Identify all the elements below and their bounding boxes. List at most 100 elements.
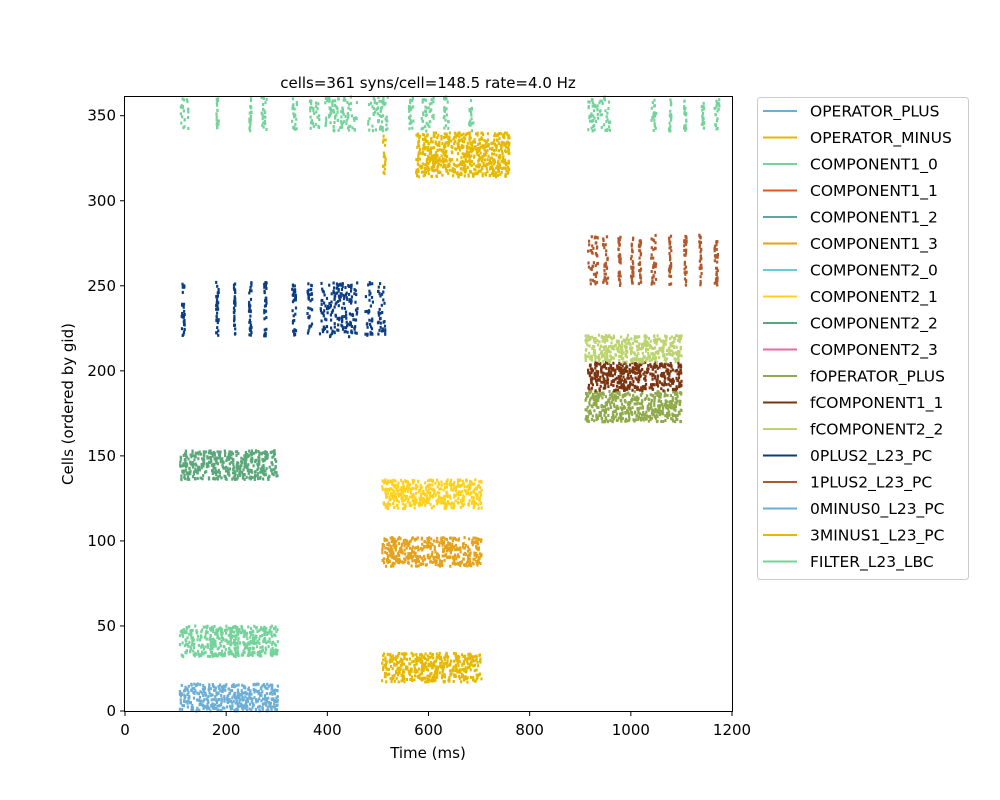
series-14-window-3 <box>630 236 635 285</box>
spike <box>659 392 662 396</box>
spike <box>417 143 420 146</box>
spike <box>637 368 640 372</box>
spike <box>382 96 385 100</box>
spike <box>182 462 185 466</box>
spike <box>206 463 210 467</box>
spike <box>649 364 653 368</box>
spike <box>183 695 186 699</box>
spike <box>664 365 667 369</box>
spike <box>675 385 678 389</box>
spike <box>181 285 184 289</box>
spike <box>666 416 669 420</box>
spike <box>308 293 311 297</box>
series-14-window-5 <box>650 233 658 286</box>
spike <box>478 158 481 162</box>
spike <box>322 314 325 318</box>
spike <box>215 476 218 480</box>
spike <box>428 483 432 487</box>
spike <box>223 699 226 702</box>
spike <box>182 454 185 457</box>
spike <box>585 337 588 341</box>
spike <box>700 266 703 270</box>
spike <box>453 139 457 143</box>
spike <box>253 478 256 481</box>
spike <box>598 101 601 105</box>
spike <box>256 640 259 644</box>
spike <box>344 286 347 289</box>
spike <box>324 304 327 308</box>
spike <box>340 120 343 124</box>
spike <box>276 684 279 688</box>
spike <box>234 297 237 301</box>
spike <box>183 693 186 697</box>
spike <box>241 683 244 687</box>
spike <box>225 697 228 701</box>
series-1-window-0 <box>382 134 387 176</box>
spike <box>262 477 265 481</box>
spike <box>612 413 615 417</box>
spike <box>265 697 268 701</box>
spike <box>197 457 200 461</box>
spike <box>221 654 224 658</box>
spike <box>224 476 227 480</box>
spike <box>216 450 219 454</box>
spike <box>627 341 630 345</box>
spike <box>250 469 253 472</box>
spike <box>265 301 268 305</box>
spike <box>445 491 448 495</box>
spike <box>660 420 663 423</box>
spike <box>478 141 481 145</box>
spike <box>585 341 588 345</box>
spike <box>630 398 633 402</box>
spike <box>216 307 220 311</box>
spike <box>652 129 655 132</box>
spike <box>434 157 438 161</box>
spike <box>497 133 500 137</box>
spike <box>373 101 376 105</box>
spike <box>229 643 232 647</box>
spike <box>604 401 607 405</box>
spike <box>234 646 237 650</box>
spike <box>307 296 310 300</box>
spike <box>660 348 663 352</box>
spike <box>594 357 597 361</box>
spike <box>206 654 210 658</box>
spike <box>481 174 484 178</box>
spike <box>217 333 220 337</box>
spike <box>672 406 675 410</box>
spike <box>588 387 591 391</box>
spike <box>317 124 320 128</box>
spike <box>506 133 509 137</box>
spike <box>240 702 243 706</box>
spike <box>371 105 374 109</box>
spike <box>615 376 618 380</box>
spike <box>678 338 681 342</box>
spike <box>380 115 383 118</box>
spike <box>207 460 211 464</box>
spike <box>629 401 632 405</box>
spike <box>211 705 214 709</box>
spike <box>427 479 430 483</box>
spike <box>382 138 385 142</box>
spike <box>462 144 465 148</box>
spike <box>379 325 382 329</box>
spike <box>669 401 672 405</box>
spike <box>635 368 638 371</box>
spike <box>381 120 384 124</box>
spike <box>192 472 195 476</box>
spike <box>596 104 599 108</box>
spike <box>259 692 262 696</box>
spike <box>479 169 482 173</box>
spike <box>379 294 382 298</box>
spike <box>630 267 633 271</box>
spike <box>596 108 599 112</box>
spike <box>258 650 261 653</box>
spike <box>401 507 405 511</box>
spike <box>368 117 371 121</box>
spike <box>309 299 312 303</box>
spike <box>639 360 642 364</box>
spike <box>228 691 231 695</box>
spike <box>456 478 459 482</box>
spike <box>638 415 641 419</box>
spike <box>209 634 212 638</box>
